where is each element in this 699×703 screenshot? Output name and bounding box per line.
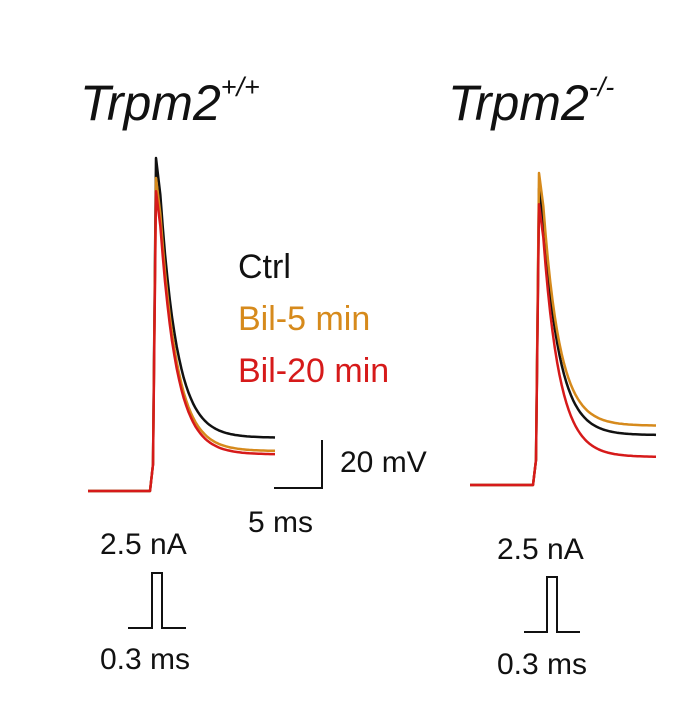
stimulus-duration-label-wildtype: 0.3 ms <box>100 643 191 676</box>
stimulus-amplitude-label-knockout: 2.5 nA <box>497 533 584 566</box>
trace-knockout-ctrl <box>470 187 657 487</box>
scale-bar-voltage-label: 20 mV <box>340 446 427 479</box>
trace-wildtype-ctrl <box>88 156 276 493</box>
stimulus-pulse-knockout <box>524 576 580 633</box>
panel-title-knockout-genotype: -/- <box>588 72 615 102</box>
panel-title-knockout: Trpm2-/- <box>448 74 614 131</box>
trace-knockout-bil-20-min <box>470 202 656 487</box>
legend-item-ctrl: Ctrl <box>238 248 291 286</box>
traces-knockout <box>470 171 657 487</box>
trace-wildtype-bil-5-min <box>88 176 275 493</box>
stimulus-amplitude-label-wildtype: 2.5 nA <box>100 528 187 561</box>
traces-wildtype <box>88 156 276 493</box>
legend-item-bil-20-min: Bil-20 min <box>238 352 390 390</box>
panel-title-wildtype-genotype: +/+ <box>220 72 260 102</box>
panel-title-wildtype-base: Trpm2 <box>80 75 221 131</box>
panel-title-knockout-base: Trpm2 <box>448 75 589 131</box>
scale-bar <box>274 440 323 489</box>
scale-bar-time-label: 5 ms <box>248 506 314 539</box>
panel-title-wildtype: Trpm2+/+ <box>80 74 260 131</box>
legend-item-bil-5-min: Bil-5 min <box>238 300 371 338</box>
trace-wildtype-bil-20-min <box>88 190 275 493</box>
stimulus-pulse-wildtype <box>128 572 186 629</box>
trace-knockout-bil-5-min <box>470 171 656 487</box>
stimulus-duration-label-knockout: 0.3 ms <box>497 648 588 681</box>
